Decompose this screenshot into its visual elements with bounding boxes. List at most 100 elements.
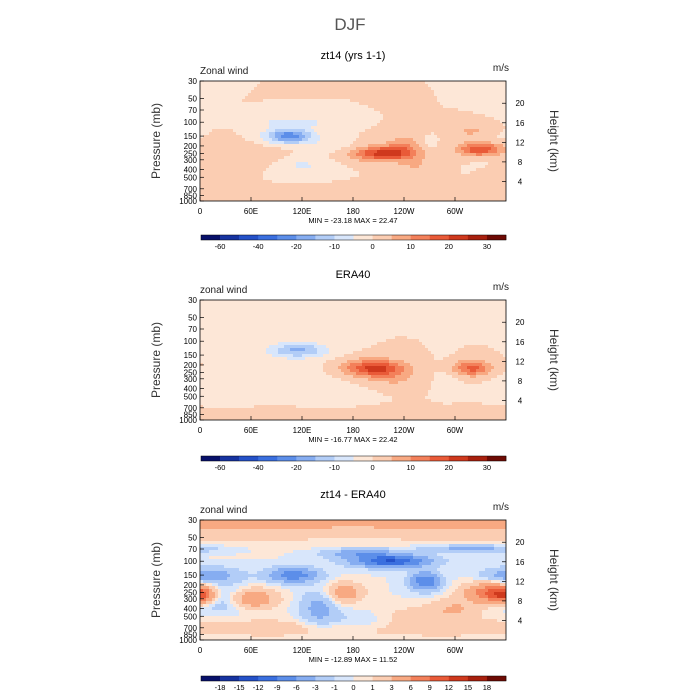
heatmap-cell [503,114,506,118]
heatmap-cell [473,84,477,88]
heatmap-cell [302,90,306,94]
heatmap-cell [248,111,252,115]
heatmap-cell [269,162,273,166]
heatmap-cell [404,150,408,154]
heatmap-cell [365,165,369,169]
heatmap-cell [365,198,369,201]
heatmap-cell [497,309,501,313]
heatmap-cell [440,114,444,118]
heatmap-cell [473,93,477,97]
heatmap-cell [422,150,426,154]
heatmap-cell [335,309,339,313]
heatmap-cell [353,93,357,97]
heatmap-cell [311,156,315,160]
heatmap-cell [302,123,306,127]
heatmap-cell [485,171,489,175]
heatmap-cell [440,102,444,106]
heatmap-cell [428,114,432,118]
heatmap-cell [467,99,471,103]
heatmap-cell [497,87,501,91]
heatmap-cell [380,147,384,151]
heatmap-cell [293,117,297,121]
heatmap-cell [269,321,273,325]
heatmap-cell [452,318,456,322]
heatmap-cell [389,300,393,304]
heatmap-cell [362,84,366,88]
heatmap-cell [338,315,342,319]
heatmap-cell [284,177,288,181]
heatmap-cell [470,153,474,157]
heatmap-cell [470,198,474,201]
heatmap-cell [245,150,249,154]
heatmap-cell [353,123,357,127]
heatmap-cell [215,159,219,163]
heatmap-cell [452,180,456,184]
heatmap-cell [254,90,258,94]
heatmap-cell [494,168,498,172]
heatmap-cell [281,156,285,160]
heatmap-cell [431,99,435,103]
heatmap-cell [437,87,441,91]
heatmap-cell [473,195,477,199]
heatmap-cell [224,120,228,124]
heatmap-cell [296,117,300,121]
heatmap-cell [290,186,294,190]
heatmap-cell [470,195,474,199]
heatmap-cell [449,87,453,91]
heatmap-cell [386,120,390,124]
heatmap-cell [497,300,501,304]
heatmap-cell [341,114,345,118]
heatmap-cell [257,159,261,163]
heatmap-cell [467,318,471,322]
heatmap-cell [491,198,495,201]
heatmap-cell [398,192,402,196]
heatmap-cell [407,105,411,109]
heatmap-cell [470,105,474,109]
heatmap-cell [422,108,426,112]
heatmap-cell [224,174,228,178]
heatmap-cell [269,147,273,151]
heatmap-cell [269,186,273,190]
heatmap-cell [206,150,210,154]
heatmap-cell [455,303,459,307]
heatmap-cell [500,108,504,112]
heatmap-cell [332,186,336,190]
heatmap-cell [338,321,342,325]
heatmap-cell [311,87,315,91]
heatmap-cell [341,87,345,91]
heatmap-cell [215,81,219,85]
heatmap-cell [380,150,384,154]
heatmap-cell [335,195,339,199]
heatmap-cell [362,189,366,193]
heatmap-cell [269,99,273,103]
heatmap-cell [362,159,366,163]
heatmap-cell [347,141,351,145]
heatmap-cell [335,84,339,88]
heatmap-cell [332,84,336,88]
heatmap-cell [275,114,279,118]
heatmap-cell [452,147,456,151]
heatmap-cell [269,189,273,193]
heatmap-cell [473,183,477,187]
heatmap-cell [368,192,372,196]
heatmap-cell [299,183,303,187]
heatmap-cell [389,192,393,196]
heatmap-cell [248,84,252,88]
heatmap-cell [329,321,333,325]
heatmap-cell [284,132,288,136]
heatmap-cell [239,183,243,187]
heatmap-cell [383,171,387,175]
heatmap-cell [332,102,336,106]
heatmap-cell [287,300,291,304]
heatmap-cell [245,102,249,106]
heatmap-cell [344,96,348,100]
heatmap-cell [443,141,447,145]
heatmap-cell [443,117,447,121]
heatmap-cell [263,159,267,163]
heatmap-cell [257,120,261,124]
heatmap-cell [212,150,216,154]
heatmap-cell [482,186,486,190]
heatmap-cell [422,138,426,142]
heatmap-cell [203,186,207,190]
colorbar-swatch [467,235,488,240]
